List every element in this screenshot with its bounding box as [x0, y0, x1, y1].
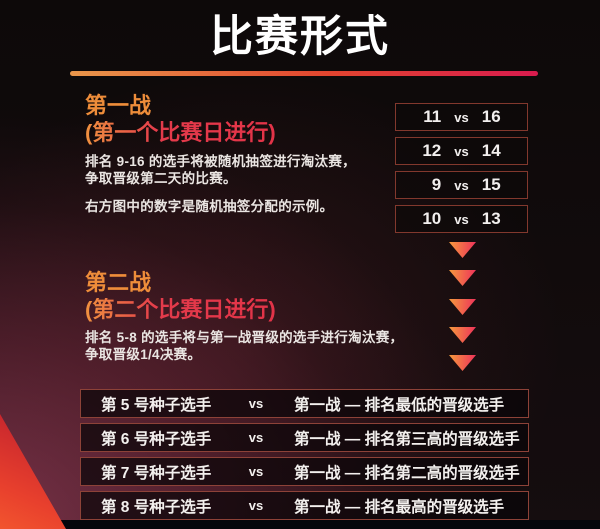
- match3-right-number: 15: [481, 175, 501, 194]
- round1-subheading: (第一个比赛日进行): [85, 120, 276, 145]
- vs-label: vs: [454, 109, 469, 125]
- round2-description: 排名 5-8 的选手将与第一战晋级的选手进行淘汰赛， 争取晋级1/4决赛。: [85, 329, 403, 363]
- vs-label: vs: [248, 396, 264, 411]
- vs-label: vs: [454, 177, 469, 193]
- match4-left-number: 10: [422, 209, 442, 228]
- opponent-label: 第一战 — 排名第三高的晋级选手: [294, 430, 520, 448]
- round1-note: 右方图中的数字是随机抽签分配的示例。: [85, 199, 334, 214]
- match1-left-number: 11: [423, 107, 442, 126]
- opponent-label: 第一战 — 排名最高的晋级选手: [294, 498, 505, 516]
- pairing-row-3: 第 7 号种子选手 vs 第一战 — 排名第二高的晋级选手: [80, 457, 529, 486]
- round1-description-line1: 排名 9-16 的选手将被随机抽签进行淘汰赛，: [85, 154, 356, 169]
- match-box-1: 11 vs 16: [395, 103, 528, 131]
- vs-label: vs: [248, 430, 264, 445]
- round1-description: 排名 9-16 的选手将被随机抽签进行淘汰赛， 争取晋级第二天的比赛。: [85, 153, 356, 187]
- round2-description-line2: 争取晋级1/4决赛。: [85, 347, 202, 362]
- seed-label: 第 8 号种子选手: [101, 498, 212, 516]
- down-triangle-icon: [449, 299, 476, 315]
- red-wedge-decoration: [0, 414, 66, 529]
- pairing-row-4: 第 8 号种子选手 vs 第一战 — 排名最高的晋级选手: [80, 491, 529, 520]
- bottom-edge-strip: [0, 520, 600, 529]
- vs-label: vs: [454, 143, 469, 159]
- opponent-label: 第一战 — 排名第二高的晋级选手: [294, 464, 520, 482]
- round2-heading: 第二战: [85, 270, 152, 295]
- match1-right-number: 16: [481, 107, 501, 126]
- match3-left-number: 9: [431, 175, 442, 194]
- vs-label: vs: [248, 464, 264, 479]
- vs-label: vs: [248, 498, 264, 513]
- round2-subheading: (第二个比赛日进行): [85, 297, 276, 322]
- down-triangle-icon: [449, 270, 476, 286]
- match2-left-number: 12: [422, 141, 442, 160]
- title-divider: [70, 71, 538, 76]
- opponent-label: 第一战 — 排名最低的晋级选手: [294, 396, 505, 414]
- round1-description-line2: 争取晋级第二天的比赛。: [85, 171, 237, 186]
- pairing-row-1: 第 5 号种子选手 vs 第一战 — 排名最低的晋级选手: [80, 389, 529, 418]
- page-title: 比赛形式: [210, 13, 390, 61]
- down-triangle-icon: [449, 242, 476, 258]
- round1-heading: 第一战: [85, 93, 152, 118]
- seed-label: 第 5 号种子选手: [101, 396, 212, 414]
- down-triangle-icon: [449, 327, 476, 343]
- match2-right-number: 14: [481, 141, 501, 160]
- vs-label: vs: [454, 211, 469, 227]
- seed-label: 第 6 号种子选手: [101, 430, 212, 448]
- pairing-row-2: 第 6 号种子选手 vs 第一战 — 排名第三高的晋级选手: [80, 423, 529, 452]
- down-triangle-icon: [449, 355, 476, 371]
- match-box-2: 12 vs 14: [395, 137, 528, 165]
- match-box-4: 10 vs 13: [395, 205, 528, 233]
- match-box-3: 9 vs 15: [395, 171, 528, 199]
- round2-description-line1: 排名 5-8 的选手将与第一战晋级的选手进行淘汰赛，: [85, 330, 404, 345]
- seed-label: 第 7 号种子选手: [101, 464, 212, 482]
- match4-right-number: 13: [481, 209, 501, 228]
